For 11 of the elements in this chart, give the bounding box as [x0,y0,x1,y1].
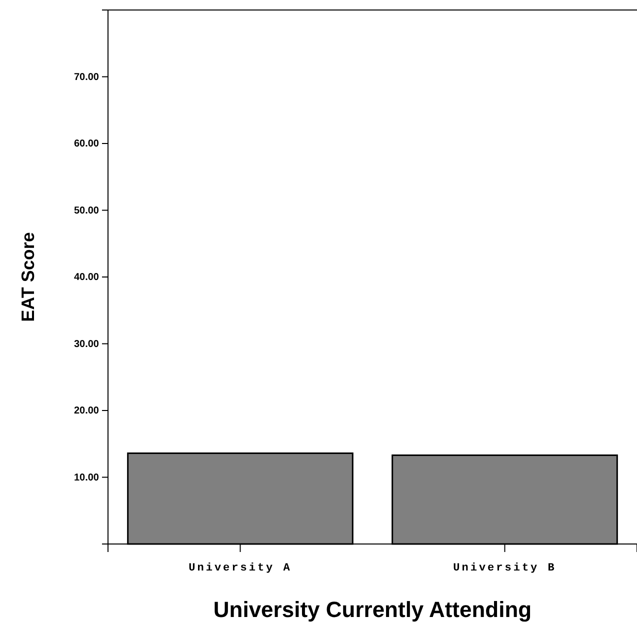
y-tick-label: 20.00 [74,406,100,417]
x-axis-title: University Currently Attending [213,597,532,622]
y-tick-label: 10.00 [74,472,100,484]
y-axis-title: EAT Score [18,232,38,322]
y-tick-label: 70.00 [74,72,100,83]
y-tick-label: 30.00 [74,338,100,350]
y-tick-label: 60.00 [74,138,100,150]
x-tick-label: University B [453,562,556,574]
y-tick-label: 50.00 [74,205,100,216]
y-tick-label: 40.00 [74,272,100,284]
x-tick-label: University A [188,562,292,574]
